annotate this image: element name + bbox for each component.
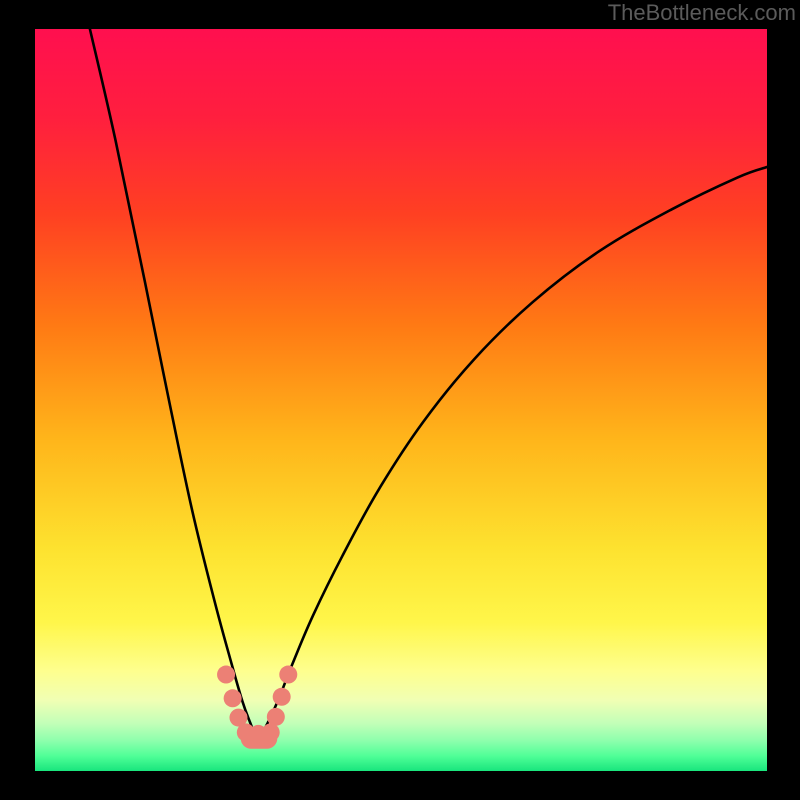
highlight-marker [262, 723, 280, 741]
figure-root: TheBottleneck.com [0, 0, 800, 800]
highlight-marker [217, 666, 235, 684]
highlight-marker [273, 688, 291, 706]
plot-area [35, 29, 767, 771]
highlight-marker [267, 708, 285, 726]
highlight-marker [279, 666, 297, 684]
watermark-text: TheBottleneck.com [608, 0, 796, 26]
highlight-marker [224, 689, 242, 707]
bottleneck-curve [90, 29, 767, 738]
curve-layer [35, 29, 767, 771]
